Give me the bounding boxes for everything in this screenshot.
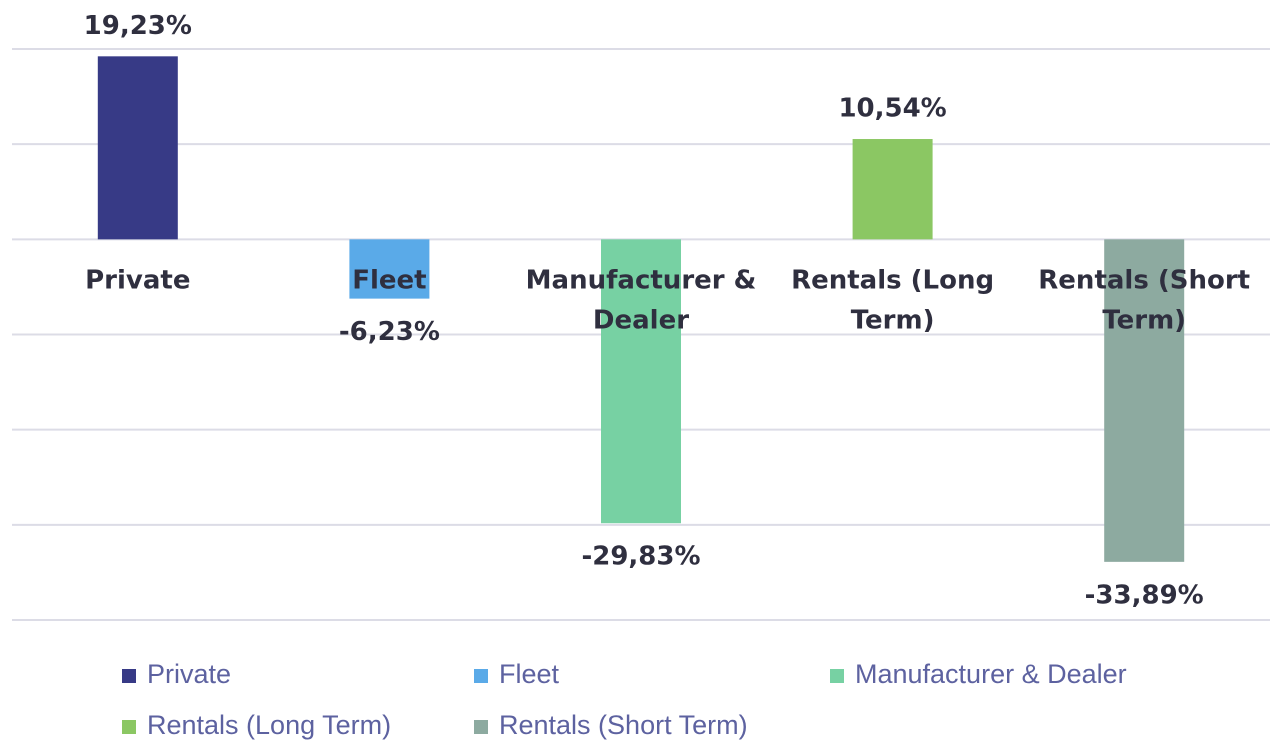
x-tick-label: Manufacturer & Dealer	[526, 265, 757, 335]
bar	[852, 139, 933, 240]
x-tick-label: Rentals (Long Term)	[791, 265, 994, 335]
data-label: -33,89%	[1085, 580, 1204, 610]
bar	[1104, 239, 1185, 562]
legend-label: Rentals (Short Term)	[499, 710, 748, 740]
bar	[97, 56, 178, 240]
legend-label: Fleet	[499, 659, 560, 689]
data-label: 10,54%	[838, 94, 946, 124]
x-tick-label: Private	[85, 265, 190, 295]
legend-swatch	[830, 669, 844, 683]
legend-swatch	[122, 720, 136, 734]
legend-label: Manufacturer & Dealer	[855, 659, 1127, 689]
bar	[349, 239, 430, 299]
x-tick-label: Fleet	[352, 265, 426, 295]
legend-label: Rentals (Long Term)	[147, 710, 391, 740]
data-label: -6,23%	[339, 317, 440, 347]
x-tick-label: Rentals (Short Term)	[1038, 265, 1250, 335]
bar	[601, 239, 681, 524]
data-label: -29,83%	[581, 542, 700, 572]
legend-swatch	[474, 669, 488, 683]
data-label: 19,23%	[84, 11, 192, 41]
legend-swatch	[474, 720, 488, 734]
legend-label: Private	[147, 659, 231, 689]
legend-swatch	[122, 669, 136, 683]
